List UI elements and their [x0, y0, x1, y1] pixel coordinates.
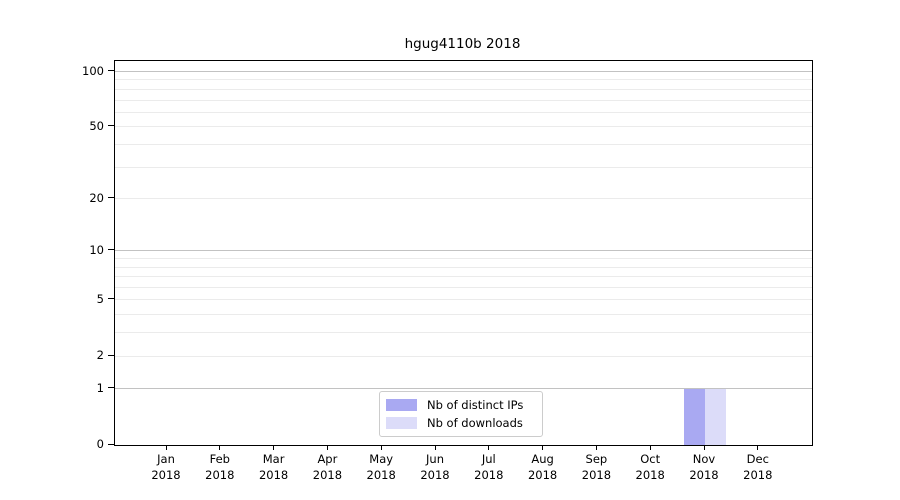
x-tick-label: Jul 2018	[474, 452, 504, 482]
y-axis-tick	[108, 249, 114, 251]
gridline-minor	[115, 332, 812, 334]
x-axis-tick	[703, 445, 705, 450]
x-tick-label: Dec 2018	[743, 452, 773, 482]
x-tick-label: Mar 2018	[258, 452, 289, 482]
x-axis-tick	[326, 445, 328, 450]
legend-label-distinct-ips: Nb of distinct IPs	[427, 398, 524, 412]
x-tick-label: Feb 2018	[205, 452, 235, 482]
y-axis-tick	[108, 197, 114, 199]
legend-row-distinct-ips: Nb of distinct IPs	[386, 398, 536, 412]
y-axis-tick	[108, 125, 114, 127]
gridline-minor	[115, 198, 812, 200]
y-axis-tick	[108, 387, 114, 389]
gridline-minor	[115, 126, 812, 128]
gridline-major	[115, 388, 812, 390]
y-tick-label: 5	[96, 291, 104, 306]
gridline-minor	[115, 111, 812, 113]
gridline-minor	[115, 99, 812, 101]
y-tick-label: 10	[89, 242, 104, 257]
gridline-minor	[115, 314, 812, 316]
gridline-minor	[115, 258, 812, 260]
y-tick-label: 20	[89, 190, 104, 205]
plot-area: Nb of distinct IPs Nb of downloads	[114, 60, 813, 446]
gridline-minor	[115, 276, 812, 278]
x-tick-label: Nov 2018	[689, 452, 719, 482]
x-tick-label: Jun 2018	[420, 452, 450, 482]
chart-title: hgug4110b 2018	[404, 36, 521, 52]
x-tick-label: Apr 2018	[312, 452, 343, 482]
gridline-major	[115, 71, 812, 72]
legend: Nb of distinct IPs Nb of downloads	[379, 391, 543, 437]
y-axis-tick	[108, 354, 114, 356]
x-axis-tick	[595, 445, 597, 450]
y-axis-tick	[108, 298, 114, 300]
x-tick-label: Aug 2018	[527, 452, 558, 482]
x-tick-label: May 2018	[366, 452, 396, 482]
y-axis-tick	[108, 70, 114, 71]
y-tick-label: 2	[96, 348, 104, 363]
bar-downloads	[705, 388, 726, 445]
gridline-minor	[115, 287, 812, 289]
y-tick-label: 1	[96, 380, 104, 395]
gridline-minor	[115, 166, 812, 168]
x-axis-tick	[542, 445, 544, 450]
x-tick-label: Sep 2018	[581, 452, 612, 482]
y-tick-label: 100	[82, 63, 104, 78]
legend-swatch-downloads	[386, 417, 417, 429]
y-tick-label: 50	[89, 118, 104, 133]
gridline-minor	[115, 79, 812, 81]
legend-row-downloads: Nb of downloads	[386, 416, 536, 430]
x-axis-tick	[165, 445, 167, 450]
x-axis-tick	[219, 445, 221, 450]
x-axis-tick	[434, 445, 436, 450]
y-tick-label: 0	[96, 437, 104, 451]
x-axis-tick	[488, 445, 490, 450]
gridline-minor	[115, 143, 812, 145]
legend-swatch-distinct-ips	[386, 399, 417, 411]
x-tick-label: Oct 2018	[635, 452, 665, 482]
gridline-major	[115, 250, 812, 252]
x-axis-tick	[757, 445, 759, 450]
gridline-minor	[115, 299, 812, 301]
gridline-minor	[115, 355, 812, 357]
gridline-minor	[115, 88, 812, 90]
x-tick-label: Jan 2018	[151, 452, 181, 482]
x-axis-tick	[380, 445, 382, 450]
x-axis-tick	[273, 445, 275, 450]
legend-label-downloads: Nb of downloads	[427, 416, 523, 430]
x-axis-tick	[649, 445, 651, 450]
gridline-minor	[115, 266, 812, 268]
bar-distinct-ips	[684, 388, 705, 445]
y-axis-tick	[108, 443, 114, 445]
